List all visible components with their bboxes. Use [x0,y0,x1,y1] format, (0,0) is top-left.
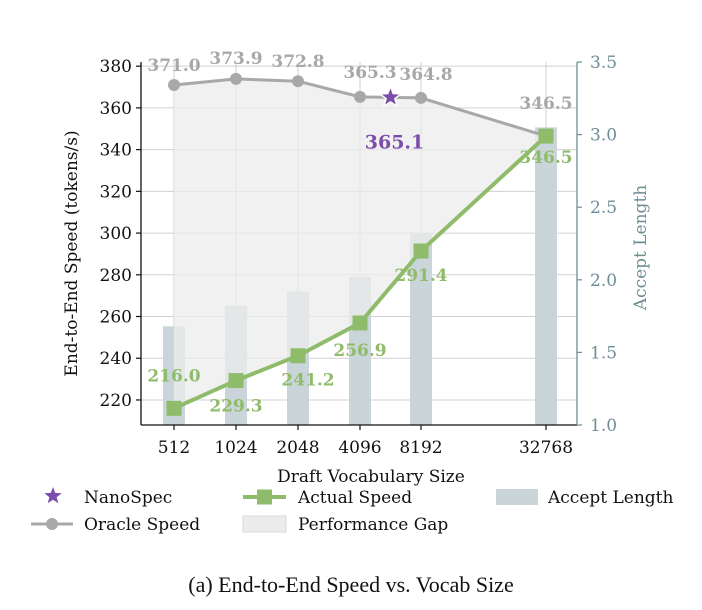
y-tick-label: 360 [100,99,132,119]
oracle-speed-data-label: 372.8 [271,52,324,72]
y-tick-label: 320 [100,182,132,202]
actual-speed-point [413,243,429,259]
y-right-tick-label: 3.0 [590,126,617,146]
figure-caption: (a) End-to-End Speed vs. Vocab Size [188,572,514,597]
y-right-tick-label: 3.5 [590,53,617,73]
actual-speed-data-label: 256.9 [333,341,386,361]
legend-actual-label: Actual Speed [297,488,412,508]
oracle-speed-point [168,78,180,91]
x-tick-label: 8192 [399,438,442,458]
accept-length-bar [410,233,432,425]
y-right-tick-label: 1.0 [590,416,617,436]
actual-speed-data-label: 346.5 [519,148,572,168]
oracle-speed-data-label: 346.5 [519,94,572,114]
x-tick-label: 32768 [519,438,573,458]
accept-length-bar [535,127,557,425]
chart: 220 240 260 280 300 320 340 360 380 1.0 1.5 2.0 2.5 3… [31,49,674,535]
y-tick-label: 280 [100,266,132,286]
y-tick-label: 240 [100,349,132,369]
legend-nanospec-marker [44,487,62,504]
performance-gap-area [174,78,546,409]
oracle-speed-data-label: 365.3 [343,63,396,83]
legend-accept-label: Accept Length [547,488,674,508]
legend-gap-label: Performance Gap [298,515,448,535]
actual-speed-point [166,400,182,416]
oracle-speed-data-label: 371.0 [147,56,200,76]
x-tick-label: 2048 [276,438,319,458]
x-tick-label: 512 [158,438,190,458]
x-tick-label: 4096 [338,438,381,458]
y-axis-title: End-to-End Speed (tokens/s) [62,130,82,376]
y-tick-label: 220 [100,391,132,411]
legend-accept-swatch [496,489,538,505]
y-tick-label: 380 [100,57,132,77]
y-tick-label: 260 [100,308,132,328]
oracle-speed-point [415,91,427,104]
y-right-tick-label: 2.5 [590,198,617,218]
nanospec-data-label: 365.1 [365,131,425,153]
actual-speed-data-label: 291.4 [394,266,447,286]
legend-actual-marker [257,489,272,505]
legend: NanoSpec Oracle Speed Actual Speed Performa… [31,487,674,535]
performance-gap-fill [174,78,546,409]
axes: 220 240 260 280 300 320 340 360 380 1.0 1.5 2.0 2.5 3… [62,53,651,487]
y-tick-label: 340 [100,141,132,161]
y-right-tick-label: 1.5 [590,343,617,363]
oracle-speed-point [230,72,242,85]
data-labels: 371.0 373.9 372.8 365.3 364.8 346.5 216.0 229.3… [147,49,572,417]
actual-speed-point [228,373,244,389]
nanospec-marker [377,84,404,108]
x-axis-title: Draft Vocabulary Size [277,467,465,487]
oracle-speed-point [354,90,366,103]
oracle-speed-data-label: 364.8 [399,65,452,85]
speed-lines [166,72,554,416]
legend-oracle-label: Oracle Speed [84,515,200,535]
y-tick-label: 300 [100,224,132,244]
oracle-speed-point [292,75,304,88]
actual-speed-point [290,348,306,364]
x-tick-label: 1024 [214,438,257,458]
legend-oracle-marker [46,518,58,530]
legend-nanospec-label: NanoSpec [84,488,172,508]
actual-speed-point [538,128,554,144]
y-right-tick-label: 2.0 [590,271,617,291]
oracle-speed-line [173,77,547,138]
actual-speed-point [352,315,368,331]
legend-gap-swatch [242,515,287,533]
actual-speed-data-label: 229.3 [209,397,262,417]
y-right-axis-title: Accept Length [631,185,651,312]
actual-speed-data-label: 241.2 [281,371,334,391]
oracle-speed-data-label: 373.9 [209,49,262,69]
actual-speed-line [173,134,548,411]
actual-speed-data-label: 216.0 [147,366,200,386]
